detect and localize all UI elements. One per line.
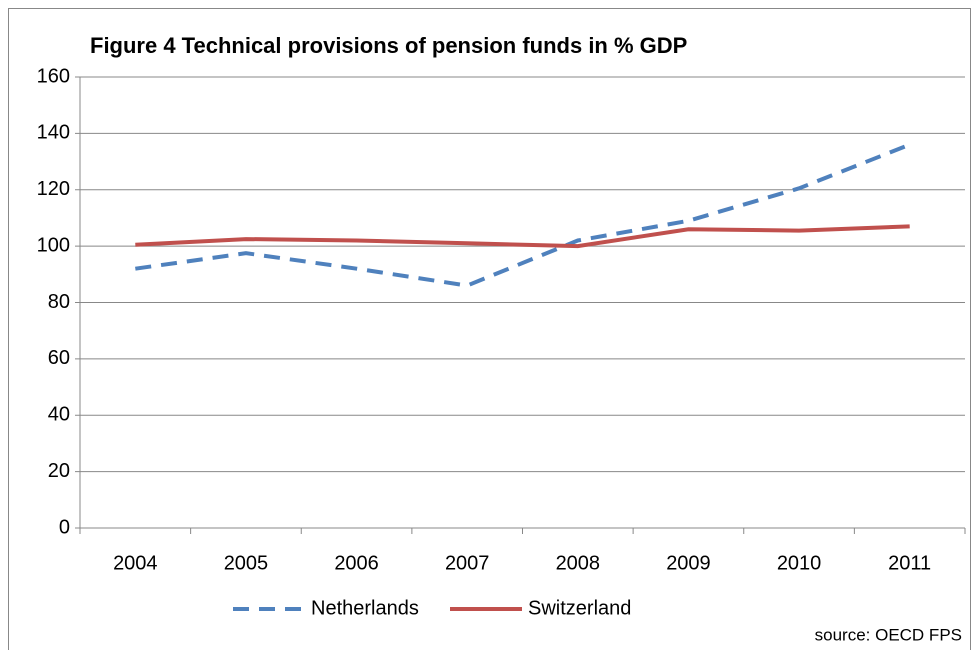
y-tick-label: 80	[48, 291, 70, 313]
series-line	[135, 224, 910, 249]
x-tick-label: 2004	[113, 552, 158, 574]
series-line	[135, 142, 911, 288]
y-tick-label: 20	[48, 460, 70, 482]
y-tick-label: 120	[37, 178, 70, 200]
chart-title: Figure 4 Technical provisions of pension…	[90, 33, 687, 58]
legend-label: Switzerland	[528, 597, 631, 619]
x-tick-label: 2007	[445, 552, 490, 574]
source-note: source: OECD FPS	[815, 625, 962, 644]
x-tick-label: 2008	[556, 552, 601, 574]
y-tick-label: 60	[48, 347, 70, 369]
y-tick-label: 140	[37, 122, 70, 144]
y-tick-label: 40	[48, 404, 70, 426]
x-tick-label: 2009	[666, 552, 711, 574]
y-tick-label: 0	[59, 516, 70, 538]
chart-frame	[8, 8, 971, 650]
x-tick-label: 2006	[334, 552, 379, 574]
y-tick-label: 100	[37, 234, 70, 256]
x-tick-label: 2010	[777, 552, 822, 574]
y-tick-label: 160	[37, 65, 70, 87]
x-tick-label: 2011	[888, 552, 931, 574]
legend-label: Netherlands	[311, 597, 419, 619]
x-tick-label: 2005	[224, 552, 269, 574]
